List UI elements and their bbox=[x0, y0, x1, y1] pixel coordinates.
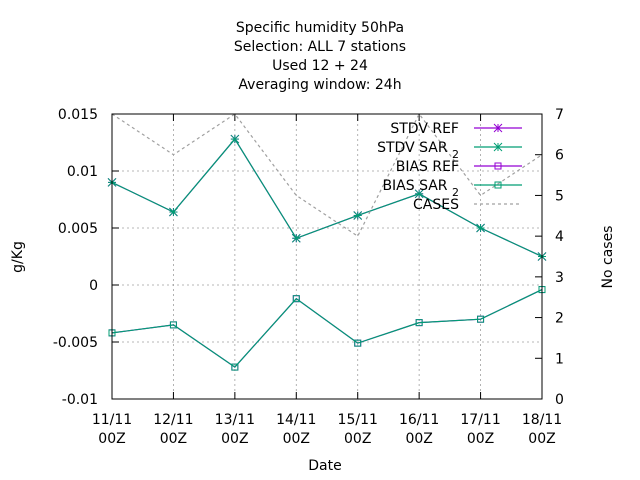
legend-label: STDV SAR 2 bbox=[377, 140, 459, 161]
series-line bbox=[111, 138, 543, 258]
data-point bbox=[169, 321, 177, 329]
series-bias-sar-2 bbox=[108, 286, 546, 371]
series-cases bbox=[111, 112, 543, 238]
legend-label-text: STDV REF bbox=[390, 121, 459, 137]
series-line bbox=[111, 289, 543, 368]
chart-title: Specific humidity 50hPa Selection: ALL 7 … bbox=[234, 20, 406, 93]
legend-marker bbox=[493, 123, 503, 133]
x-tick-label: 00Z bbox=[98, 431, 125, 447]
y-axis-label: g/Kg bbox=[10, 241, 26, 273]
data-point bbox=[353, 211, 363, 220]
legend-marker bbox=[493, 142, 503, 152]
title-line: Averaging window: 24h bbox=[238, 77, 401, 93]
data-point bbox=[476, 223, 485, 233]
y2-tick-label: 6 bbox=[555, 148, 564, 164]
marker-stroke bbox=[353, 211, 363, 220]
marker-stroke bbox=[493, 123, 503, 133]
series bbox=[107, 112, 547, 371]
series-line bbox=[111, 138, 543, 258]
x-axis-ticks: 11/11 00Z 12/11 00Z 13/11 00Z 14/11 00Z 15/11 00Z… bbox=[92, 114, 562, 447]
x-tick-label: 13/11 bbox=[215, 412, 255, 428]
data-point bbox=[477, 315, 485, 323]
x-tick-label: 00Z bbox=[467, 431, 494, 447]
y2-axis-ticks: 7 6 5 4 3 2 1 0 bbox=[535, 107, 564, 408]
x-tick-label: 00Z bbox=[160, 431, 187, 447]
data-point bbox=[354, 339, 362, 347]
y2-axis-label: No cases bbox=[600, 226, 616, 289]
marker-stroke bbox=[291, 233, 301, 243]
x-tick-label: 17/11 bbox=[460, 412, 500, 428]
y2-tick-label: 1 bbox=[555, 351, 564, 367]
x-tick-label: 14/11 bbox=[276, 412, 316, 428]
x-tick-label: 00Z bbox=[283, 431, 310, 447]
x-tick-label: 16/11 bbox=[399, 412, 439, 428]
title-line: Specific humidity 50hPa bbox=[236, 20, 404, 36]
x-tick-label: 00Z bbox=[344, 431, 371, 447]
x-tick-label: 00Z bbox=[528, 431, 555, 447]
legend-label: BIAS REF bbox=[396, 159, 459, 175]
y-tick-label: -0.005 bbox=[53, 335, 98, 351]
data-point bbox=[291, 233, 301, 243]
y-tick-label: 0.015 bbox=[58, 107, 98, 123]
data-point bbox=[231, 363, 239, 371]
legend-label-text: STDV SAR bbox=[377, 140, 448, 156]
marker-stroke bbox=[414, 189, 424, 199]
x-tick-label: 12/11 bbox=[153, 412, 193, 428]
plot-frame bbox=[111, 113, 543, 400]
x-tick-label: 18/11 bbox=[522, 412, 562, 428]
x-tick-label: 00Z bbox=[221, 431, 248, 447]
legend-item: STDV REF bbox=[390, 121, 522, 137]
y2-tick-label: 2 bbox=[555, 311, 564, 327]
x-tick-label: 11/11 bbox=[92, 412, 132, 428]
legend-label: BIAS SAR 2 bbox=[382, 178, 459, 199]
marker-stroke bbox=[476, 223, 485, 233]
y2-tick-label: 7 bbox=[555, 107, 564, 123]
legend-marker bbox=[494, 181, 502, 189]
data-point bbox=[292, 295, 300, 303]
legend-label-text: CASES bbox=[413, 197, 459, 213]
title-line: Selection: ALL 7 stations bbox=[234, 39, 406, 55]
legend-label-text: BIAS REF bbox=[396, 159, 459, 175]
series-line bbox=[111, 112, 543, 238]
legend-item: STDV SAR 2 bbox=[377, 140, 522, 161]
legend-item: CASES bbox=[413, 197, 522, 213]
legend-label-subscript: 2 bbox=[452, 148, 459, 161]
legend-label: CASES bbox=[413, 197, 459, 213]
grid bbox=[112, 114, 542, 399]
legend-item: BIAS SAR 2 bbox=[382, 178, 522, 199]
y2-tick-label: 3 bbox=[555, 270, 564, 286]
x-axis-label: Date bbox=[308, 458, 341, 474]
data-point bbox=[230, 134, 240, 144]
y2-tick-label: 4 bbox=[555, 229, 564, 245]
data-point bbox=[414, 189, 424, 199]
title-line: Used 12 + 24 bbox=[272, 58, 368, 74]
y-tick-label: 0 bbox=[89, 278, 98, 294]
y2-tick-label: 0 bbox=[555, 392, 564, 408]
legend-item: BIAS REF bbox=[396, 159, 522, 175]
data-point bbox=[415, 319, 423, 327]
y-tick-label: 0.01 bbox=[67, 164, 98, 180]
legend-label-subscript: 2 bbox=[452, 186, 459, 199]
legend-label: STDV REF bbox=[390, 121, 459, 137]
marker-stroke bbox=[169, 207, 178, 217]
y2-tick-label: 5 bbox=[555, 188, 564, 204]
y-tick-label: -0.01 bbox=[62, 392, 98, 408]
y-tick-label: 0.005 bbox=[58, 221, 98, 237]
x-tick-label: 15/11 bbox=[338, 412, 378, 428]
y-axis-ticks: 0.015 0.01 0.005 0 -0.005 -0.01 bbox=[53, 107, 119, 408]
x-tick-label: 00Z bbox=[405, 431, 432, 447]
data-point bbox=[169, 207, 178, 217]
legend-label-text: BIAS SAR bbox=[382, 178, 447, 194]
marker-stroke bbox=[493, 142, 503, 152]
marker-stroke bbox=[230, 134, 240, 144]
legend-marker bbox=[494, 162, 502, 170]
